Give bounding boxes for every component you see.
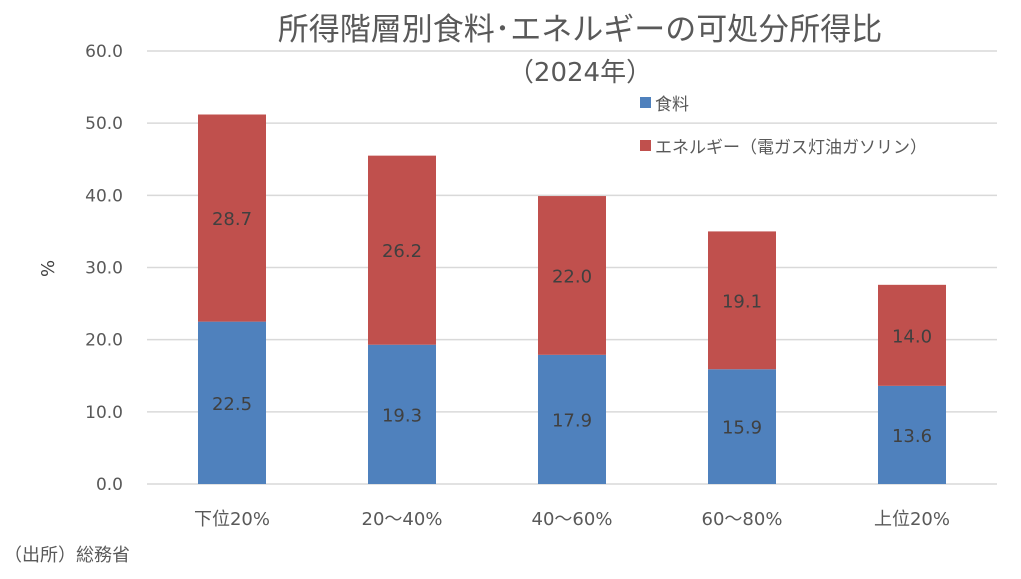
- x-tick-label: 60～80%: [702, 509, 783, 530]
- bar-segment: [878, 284, 946, 386]
- y-tick-label: 30.0: [85, 259, 123, 279]
- data-label: 19.1: [722, 291, 762, 312]
- y-tick-label: 40.0: [85, 186, 123, 206]
- bar-segment: [368, 155, 436, 345]
- x-tick-label: 上位20%: [874, 509, 950, 530]
- data-label: 22.0: [552, 266, 592, 287]
- legend-swatch-food: [640, 97, 651, 108]
- bar-segment: [538, 196, 606, 355]
- y-tick-label: 10.0: [85, 403, 123, 423]
- chart-title: 所得階層別食料･エネルギーの可処分所得比: [277, 12, 883, 48]
- bar-segment: [708, 231, 776, 370]
- y-tick-label: 0.0: [96, 475, 123, 495]
- chart-subtitle: （2024年）: [507, 58, 653, 88]
- legend-label: 食料: [655, 95, 689, 115]
- data-label: 13.6: [892, 426, 932, 447]
- y-tick-label: 60.0: [85, 42, 123, 62]
- y-tick-label: 20.0: [85, 331, 123, 351]
- bar-segment: [538, 354, 606, 484]
- legend-swatch-energy: [640, 140, 651, 151]
- y-axis-label: %: [38, 259, 60, 278]
- legend-label: エネルギー（電ガス灯油ガソリン）: [655, 138, 927, 158]
- x-tick-label: 20～40%: [362, 509, 443, 530]
- bar-segment: [198, 114, 266, 322]
- data-label: 15.9: [722, 418, 762, 439]
- data-label: 22.5: [212, 394, 252, 415]
- data-label: 17.9: [552, 410, 592, 431]
- legend-item-food: 食料: [640, 90, 689, 115]
- x-tick-label: 40～60%: [532, 509, 613, 530]
- data-label: 19.3: [382, 405, 422, 426]
- data-label: 14.0: [892, 326, 932, 347]
- bar-segment: [198, 321, 266, 484]
- bar-segment: [368, 344, 436, 484]
- bar-segment: [878, 385, 946, 484]
- legend-item-energy: エネルギー（電ガス灯油ガソリン）: [640, 133, 927, 158]
- source-note: （出所）総務省: [4, 545, 130, 566]
- data-label: 26.2: [382, 241, 422, 262]
- data-label: 28.7: [212, 209, 252, 230]
- bar-segment: [708, 369, 776, 484]
- y-tick-label: 50.0: [85, 114, 123, 134]
- x-tick-label: 下位20%: [194, 509, 270, 530]
